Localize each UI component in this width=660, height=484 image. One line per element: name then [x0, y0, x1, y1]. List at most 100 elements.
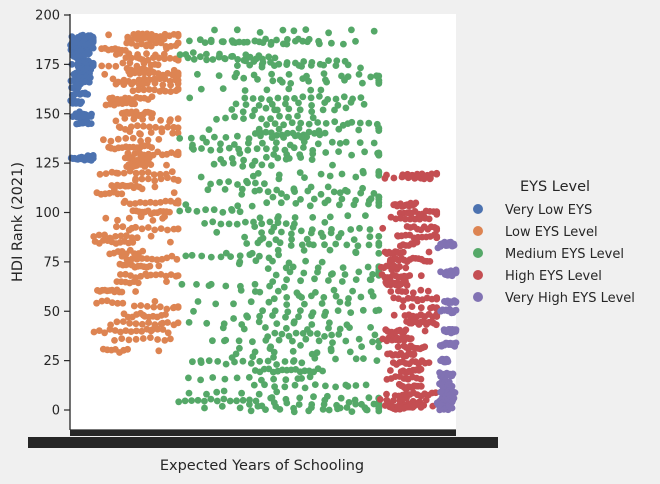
data-point [375, 239, 383, 247]
data-point [247, 407, 255, 415]
data-point [357, 64, 364, 72]
data-point [322, 120, 330, 127]
data-point [326, 319, 333, 327]
data-point [120, 169, 128, 177]
data-point [292, 200, 300, 207]
data-point [108, 299, 116, 306]
data-point [278, 330, 286, 338]
data-point [215, 72, 223, 79]
data-point [143, 303, 151, 310]
data-point [175, 398, 183, 406]
data-point [340, 93, 348, 101]
legend-label: High EYS Level [505, 269, 602, 284]
data-point [139, 247, 147, 255]
data-point [155, 347, 163, 355]
data-point [136, 130, 143, 137]
data-point [283, 294, 291, 301]
data-point [275, 175, 283, 183]
data-point [148, 144, 156, 151]
data-point [328, 331, 335, 339]
data-point [297, 277, 304, 285]
data-point [215, 53, 223, 61]
data-point [352, 400, 359, 408]
data-point [420, 401, 428, 409]
data-point [246, 251, 254, 259]
data-point [225, 144, 233, 152]
x-axis-label: Expected Years of Schooling [160, 458, 364, 474]
data-point [321, 219, 329, 226]
data-point [332, 292, 340, 300]
data-point [296, 169, 304, 177]
data-point [143, 50, 150, 58]
data-point [201, 404, 208, 412]
data-point [308, 312, 315, 320]
data-point [209, 56, 217, 63]
data-point [370, 27, 378, 35]
data-point [264, 265, 272, 272]
data-point [95, 231, 103, 239]
data-point [298, 375, 305, 382]
data-point [167, 81, 175, 89]
data-point [348, 26, 355, 34]
data-point [379, 224, 387, 232]
data-point [98, 62, 106, 70]
data-point [139, 116, 147, 123]
data-point [138, 185, 146, 193]
data-point [342, 337, 350, 345]
data-point [390, 201, 398, 209]
data-point [403, 281, 411, 289]
data-point [294, 112, 301, 120]
data-point [253, 145, 261, 153]
data-point [297, 119, 305, 127]
data-point [205, 282, 213, 289]
data-point [255, 318, 263, 326]
data-point [402, 375, 410, 382]
data-point [138, 169, 146, 177]
data-point [155, 54, 163, 62]
data-point [265, 240, 273, 248]
data-point [128, 100, 136, 108]
data-point [274, 94, 282, 102]
data-point [248, 161, 256, 169]
data-point [356, 139, 364, 147]
data-point [296, 106, 304, 114]
data-point [421, 215, 429, 222]
data-point [284, 308, 292, 316]
data-point [218, 402, 226, 410]
data-point [242, 218, 249, 226]
data-point [117, 271, 124, 278]
data-point [251, 280, 259, 288]
data-point [146, 262, 154, 270]
data-point [152, 199, 159, 207]
data-point [70, 39, 78, 46]
data-point [120, 199, 128, 207]
data-point [375, 306, 383, 314]
data-point [118, 190, 126, 198]
data-point [233, 26, 241, 34]
y-tick-label: 75 [43, 255, 60, 270]
legend-marker [473, 248, 483, 258]
data-point [113, 223, 120, 231]
data-point [262, 336, 270, 344]
data-point [127, 328, 135, 335]
data-point [176, 51, 184, 59]
data-point [112, 233, 119, 240]
data-point [292, 329, 300, 337]
data-point [367, 276, 375, 283]
data-point [348, 151, 355, 159]
data-point [122, 134, 130, 142]
data-point [262, 406, 269, 413]
data-point [379, 335, 387, 343]
data-point [362, 381, 370, 389]
data-point [270, 375, 277, 383]
data-point [269, 77, 277, 85]
data-point [122, 270, 129, 278]
data-point [412, 199, 420, 207]
data-point [186, 94, 194, 102]
data-point [278, 78, 286, 86]
data-point [319, 233, 327, 241]
data-point [241, 87, 249, 94]
data-point [129, 134, 137, 142]
data-point [316, 131, 324, 139]
data-point [276, 406, 284, 413]
